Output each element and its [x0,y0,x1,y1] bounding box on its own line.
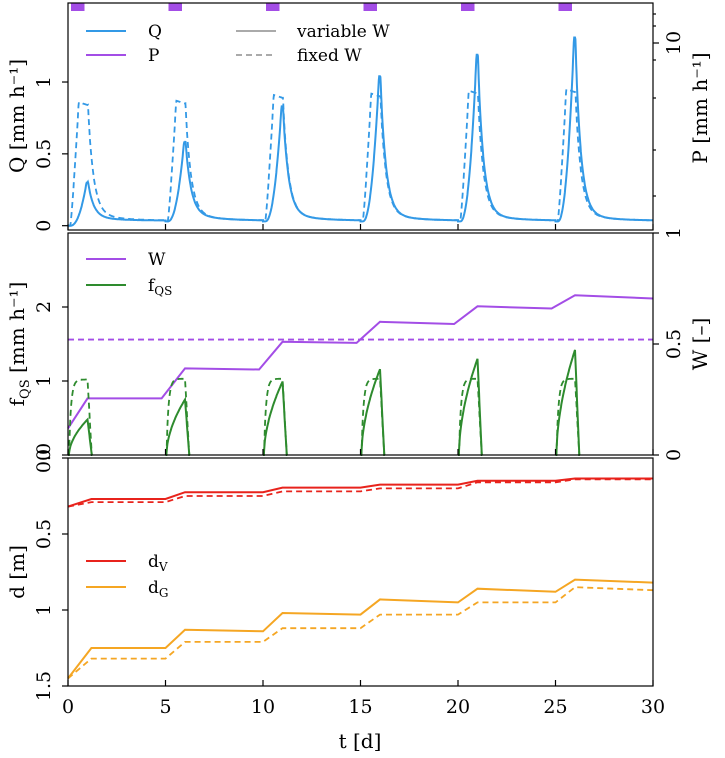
w-variable-line [67,294,654,429]
top-plot-area [68,3,653,227]
top-ticks: 0 0.5 1 10 [33,13,685,232]
x-tick-label-25: 25 [543,696,567,718]
legend-label-fqs: fQS [148,276,172,298]
fqs-variable-w-line-2 [165,396,191,456]
q-fixed-w-line [68,88,653,227]
x-tick-label-10: 10 [251,696,275,718]
middle-right-ylabel: W [–] [688,318,712,371]
bottom-ytick-label-0: 0.0 [33,443,55,473]
bottom-ticks: 0 5 10 15 20 25 30 0.0 0.5 1 1.5 [33,443,665,718]
legend-label-fixed-w: fixed W [297,46,362,66]
fqs-variable-w-line-6 [555,349,581,456]
fqs-variable-w-line-1 [67,417,93,456]
fqs-fixed-w-line-2 [165,377,191,456]
legend-dv-main: d [148,552,159,572]
x-axis-title: t [d] [339,729,382,753]
bottom-plot-area [67,477,654,680]
q-variable-w-line [68,36,653,227]
dv-variable-w-line [67,477,653,508]
middle-plot-area [67,294,654,456]
middle-ytick-label-0: 0 [33,449,55,461]
bottom-ytick-label-2: 1 [33,604,55,616]
top-legend: Q P variable W fixed W [86,22,390,66]
legend-dg-sub: G [159,586,169,600]
top-ytick-label-1: 0.5 [33,139,55,169]
legend-dv-sub: V [158,560,168,574]
panel-top: 0 0.5 1 10 Q [mm h⁻¹] P [mm h⁻¹] Q P variab… [5,2,712,232]
x-tick-label-30: 30 [641,696,665,718]
middle-ytick-label-1: 1 [33,375,55,387]
x-tick-label-15: 15 [348,696,372,718]
fqs-variable-w-line-5 [457,358,483,456]
middle-right-ytick-label-2: 1 [663,227,685,239]
middle-right-ytick-label-1: 0.5 [663,329,685,359]
top-right-ytick-label: 10 [663,31,685,55]
legend-label-w: W [148,250,166,270]
x-tick-label-20: 20 [446,696,470,718]
legend-label-variable-w: variable W [296,22,390,42]
middle-ytick-label-2: 2 [33,301,55,313]
fqs-variable-w-line-4 [360,368,386,456]
top-ytick-label-2: 1 [33,76,55,88]
dv-fixed-w-line [67,478,653,508]
panel-bottom: 0 5 10 15 20 25 30 0.0 0.5 1 1.5 d [m] t [d] dV dG [5,443,665,753]
legend-fqs-sub: QS [154,284,172,298]
bottom-ylabel: d [m] [5,545,29,599]
dg-variable-w-line [67,578,654,680]
legend-label-dv: dV [148,552,168,574]
bottom-ytick-label-3: 1.5 [33,671,55,701]
bottom-legend: dV dG [86,552,168,600]
x-tick-label-5: 5 [159,696,171,718]
legend-dg-main: d [148,578,159,598]
middle-ylabel-main: f [5,397,29,406]
precip-bar-1 [71,3,85,11]
middle-ylabel-unit: [mm h⁻¹] [5,282,29,380]
x-tick-label-0: 0 [62,696,74,718]
legend-fqs-main: f [148,276,156,296]
bottom-ytick-label-1: 0.5 [33,519,55,549]
precip-bar-3 [266,3,280,11]
fqs-fixed-w-line-4 [360,377,386,456]
legend-label-dg: dG [148,578,168,600]
fqs-fixed-w-line-3 [262,377,288,456]
precip-bar-6 [558,3,572,11]
top-ytick-label-0: 0 [33,220,55,232]
precip-bar-5 [461,3,475,11]
precip-bar-2 [168,3,182,11]
middle-left-ylabel: fQS [mm h⁻¹] [5,282,33,407]
middle-ylabel-sub: QS [18,379,33,399]
middle-legend: W fQS [86,250,172,298]
legend-label-p: P [148,46,159,66]
middle-ticks: 0 1 2 0 0.5 1 [33,227,685,461]
dg-fixed-w-line [67,586,654,680]
precip-bar-4 [363,3,377,11]
middle-right-ytick-label-0: 0 [663,449,685,461]
legend-label-q: Q [148,22,162,42]
top-right-ylabel: P [mm h⁻¹] [688,52,712,163]
fqs-variable-w-line-3 [262,381,288,456]
top-left-ylabel: Q [mm h⁻¹] [5,59,29,173]
